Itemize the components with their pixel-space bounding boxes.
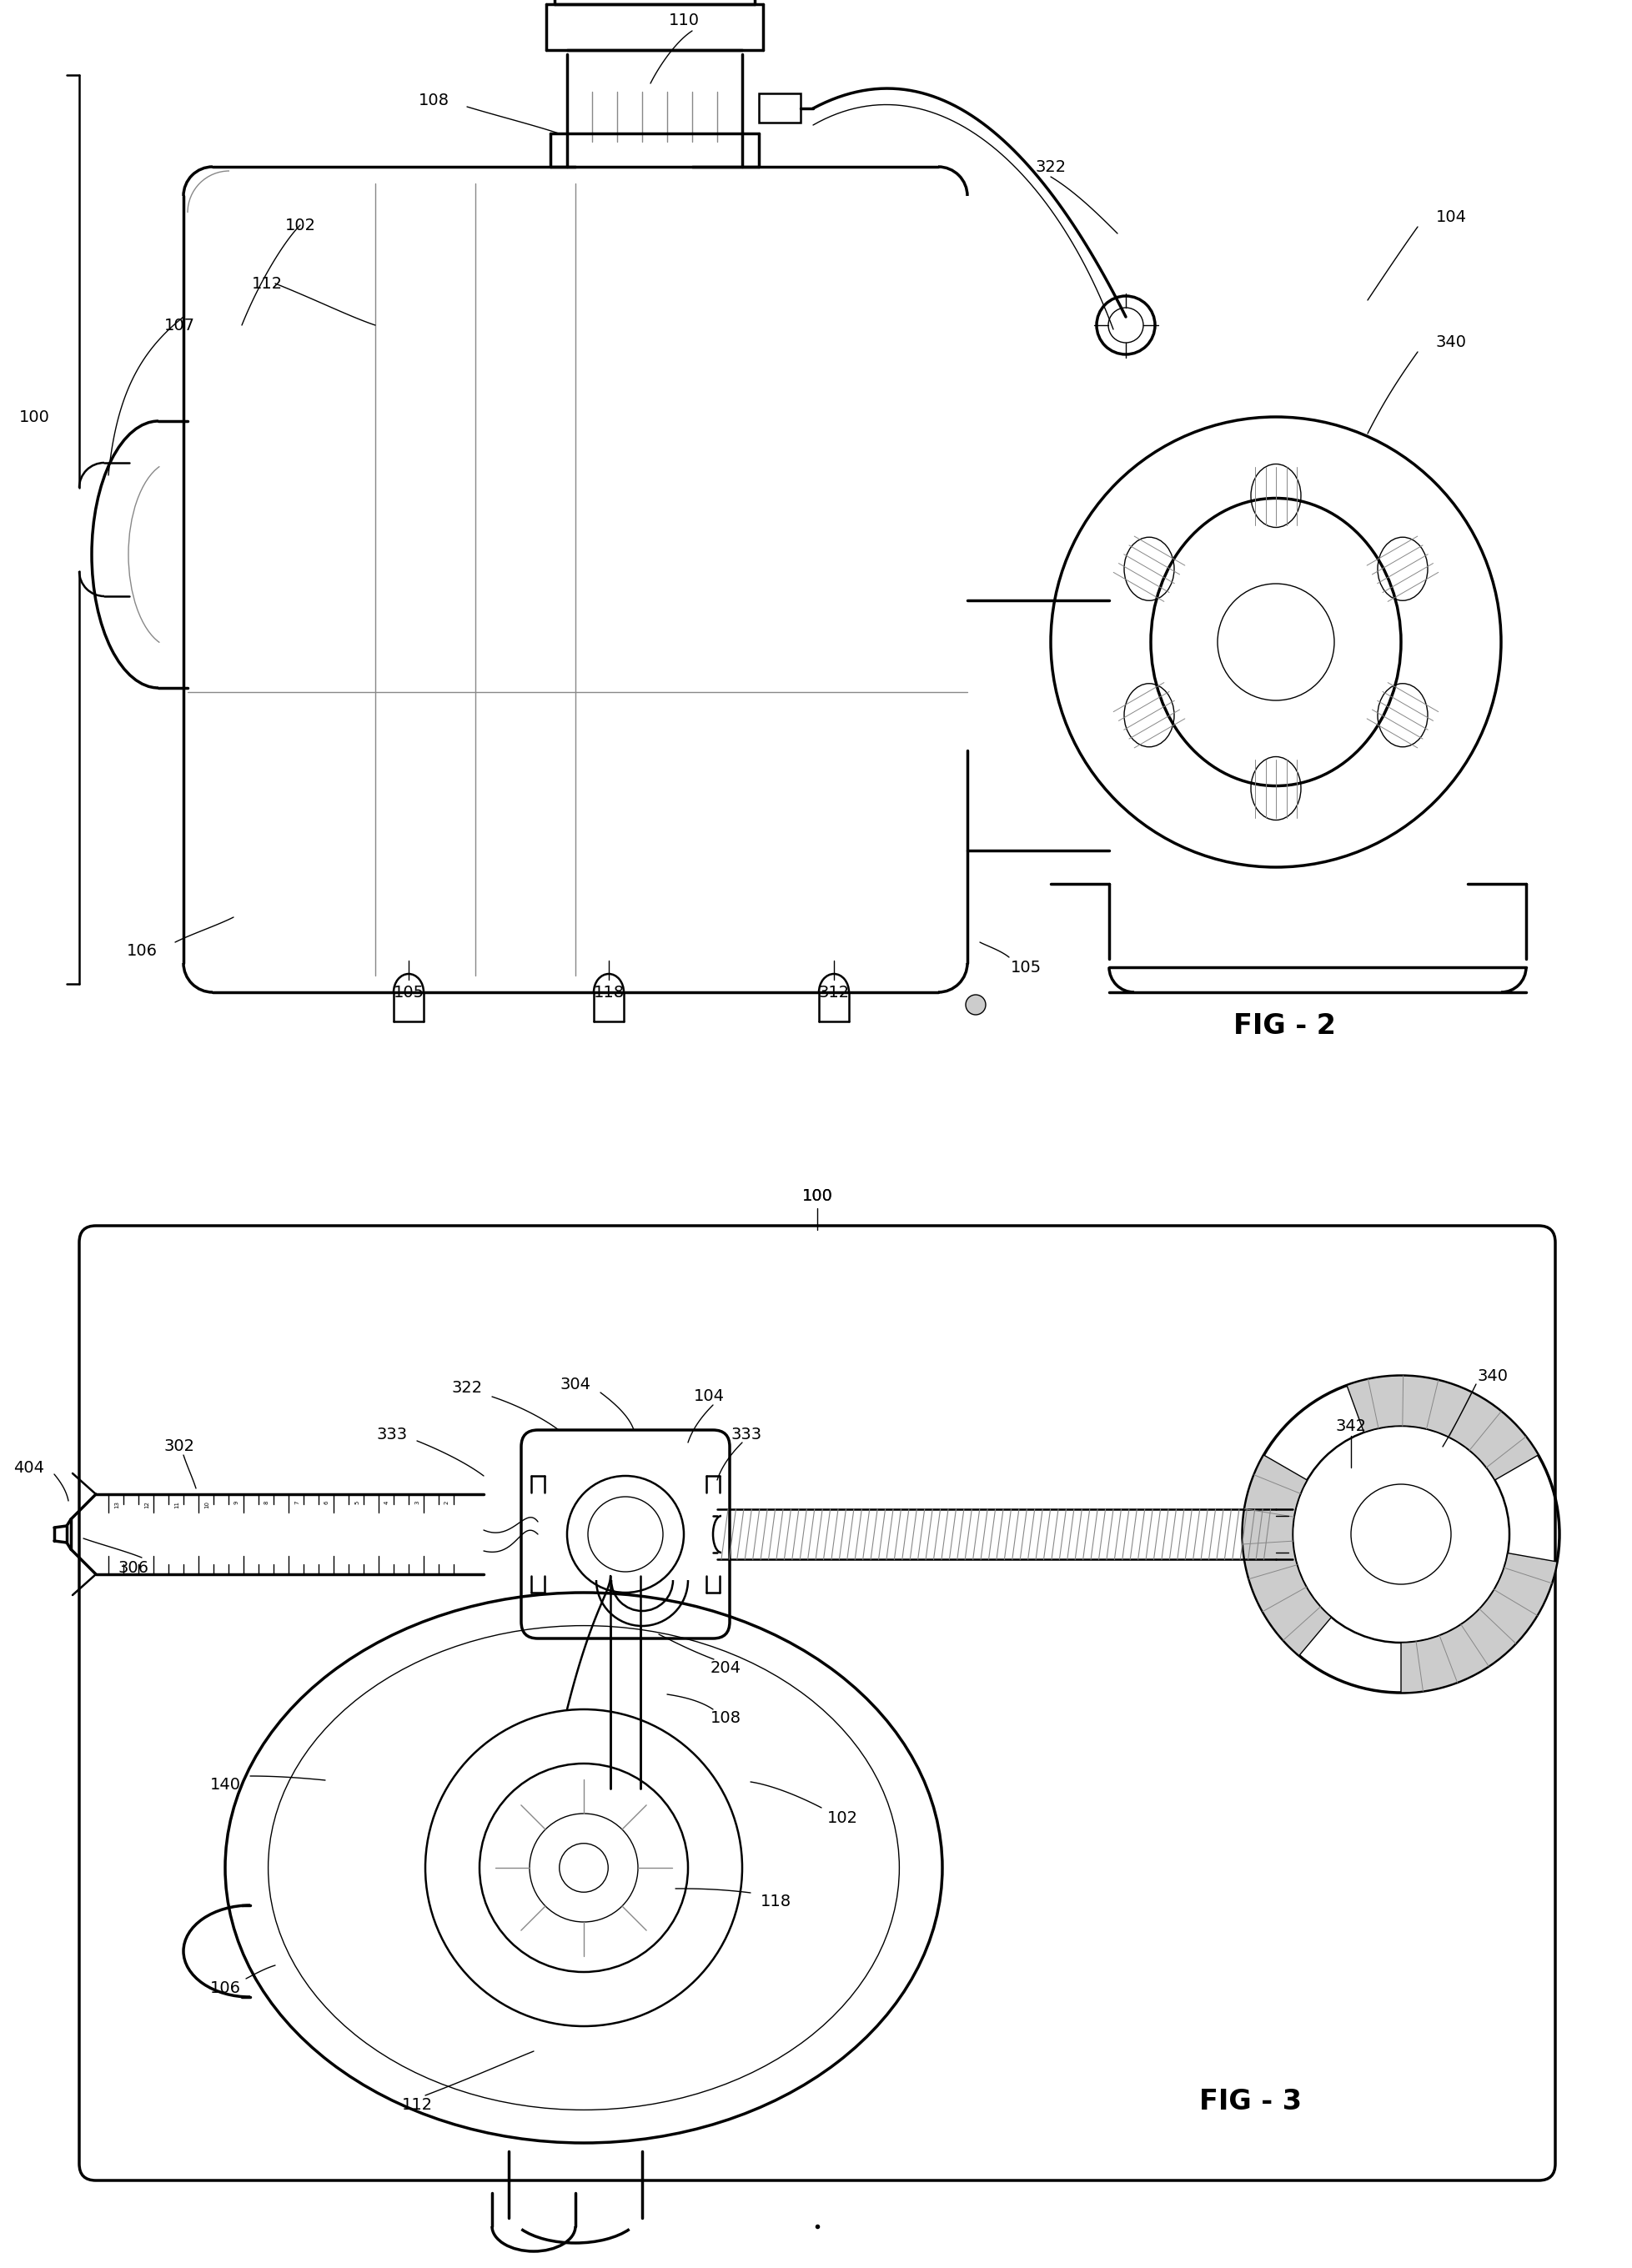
Text: 100: 100 xyxy=(801,1188,832,1204)
Text: 106: 106 xyxy=(126,943,157,959)
Text: 322: 322 xyxy=(1035,159,1066,175)
Text: 108: 108 xyxy=(418,93,449,109)
Text: 102: 102 xyxy=(827,1810,858,1826)
Text: 106: 106 xyxy=(211,1980,240,1996)
Text: 112: 112 xyxy=(401,2098,432,2114)
Text: 13: 13 xyxy=(114,1501,119,1508)
Text: 108: 108 xyxy=(710,1710,741,1726)
Polygon shape xyxy=(1242,1456,1332,1656)
Text: 105: 105 xyxy=(393,984,424,1000)
Text: 12: 12 xyxy=(144,1501,149,1508)
Text: FIG - 2: FIG - 2 xyxy=(1234,1012,1335,1039)
Text: 104: 104 xyxy=(694,1388,725,1404)
Text: 404: 404 xyxy=(13,1461,44,1476)
Text: 100: 100 xyxy=(20,408,51,424)
Text: 6: 6 xyxy=(325,1501,330,1504)
Text: 110: 110 xyxy=(669,14,698,29)
Text: 107: 107 xyxy=(163,318,194,333)
Text: 340: 340 xyxy=(1477,1368,1508,1383)
Text: 118: 118 xyxy=(761,1894,792,1910)
Bar xyxy=(759,93,801,122)
Text: 102: 102 xyxy=(286,218,315,234)
Text: 3: 3 xyxy=(415,1501,419,1504)
Text: 112: 112 xyxy=(251,277,282,290)
Text: 105: 105 xyxy=(1010,959,1041,975)
Text: 104: 104 xyxy=(1436,209,1467,225)
Text: 304: 304 xyxy=(560,1377,591,1393)
Text: 7: 7 xyxy=(294,1501,299,1504)
Text: 2: 2 xyxy=(444,1501,449,1504)
Circle shape xyxy=(966,996,986,1014)
Text: 100: 100 xyxy=(801,1188,832,1204)
Text: 11: 11 xyxy=(175,1501,180,1508)
Text: 204: 204 xyxy=(710,1660,741,1676)
Text: 322: 322 xyxy=(452,1381,483,1397)
Polygon shape xyxy=(1346,1377,1539,1481)
Text: 118: 118 xyxy=(594,984,625,1000)
Text: 340: 340 xyxy=(1436,333,1467,349)
Text: 302: 302 xyxy=(163,1438,194,1454)
Text: 9: 9 xyxy=(235,1501,240,1504)
Text: 5: 5 xyxy=(354,1501,359,1504)
Text: 312: 312 xyxy=(819,984,849,1000)
Text: 333: 333 xyxy=(377,1427,408,1442)
Text: 306: 306 xyxy=(118,1560,149,1576)
Text: 10: 10 xyxy=(204,1501,209,1508)
Text: 140: 140 xyxy=(211,1776,240,1792)
Polygon shape xyxy=(1400,1554,1557,1692)
Text: 8: 8 xyxy=(264,1501,269,1504)
Text: 4: 4 xyxy=(385,1501,390,1504)
Text: FIG - 3: FIG - 3 xyxy=(1200,2087,1302,2116)
Text: 333: 333 xyxy=(731,1427,762,1442)
Text: 342: 342 xyxy=(1335,1418,1366,1433)
